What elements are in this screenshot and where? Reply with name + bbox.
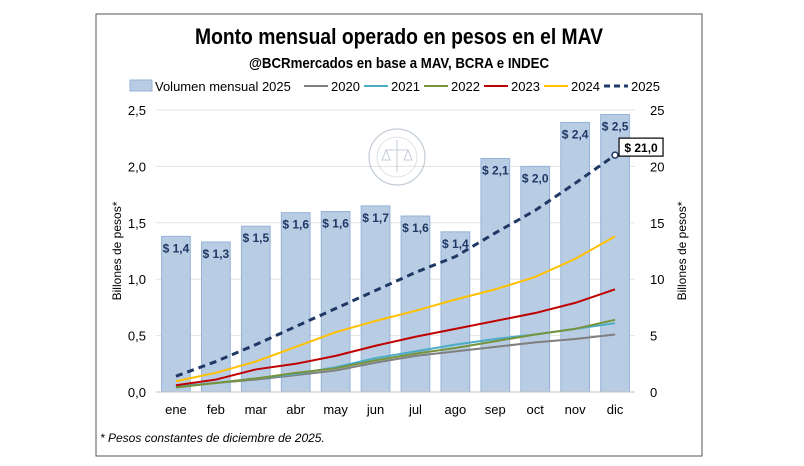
y-right-tick-label: 25 bbox=[650, 103, 664, 118]
y-axis-left-label: Billones de pesos* bbox=[110, 201, 124, 300]
endpoint-marker bbox=[611, 151, 619, 159]
bar-data-label: $ 1,6 bbox=[282, 218, 309, 232]
bar-may bbox=[320, 211, 351, 393]
y-right-tick-label: 10 bbox=[650, 272, 664, 287]
legend-label: 2021 bbox=[391, 79, 420, 94]
footnote: * Pesos constantes de diciembre de 2025. bbox=[100, 431, 325, 445]
y-left-tick-label: 0,5 bbox=[128, 329, 146, 344]
axes: 0,0 0,5 1,0 1,5 2,0 2,5 0 5 10 15 20 25 ene feb mar abr… bbox=[128, 103, 665, 417]
legend-label: 2020 bbox=[331, 79, 360, 94]
y-right-tick-label: 5 bbox=[650, 329, 657, 344]
bar-data-label: $ 1,4 bbox=[442, 237, 469, 251]
bar-ene bbox=[161, 235, 191, 393]
bar-nov bbox=[560, 121, 590, 393]
bar-data-label: $ 1,5 bbox=[242, 231, 269, 245]
bar-data-label: $ 1,6 bbox=[402, 221, 429, 235]
x-tick-label: feb bbox=[207, 402, 225, 417]
line-series-2023 bbox=[175, 288, 616, 387]
bar-data-label: $ 2,4 bbox=[562, 127, 589, 141]
legend: Volumen mensual 2025 2020 2021 2022 2023 2024… bbox=[129, 79, 660, 94]
x-tick-label: ene bbox=[165, 402, 187, 417]
x-tick-label: jul bbox=[408, 402, 422, 417]
bar-data-label: $ 2,0 bbox=[522, 171, 549, 185]
x-tick-label: may bbox=[323, 402, 348, 417]
bar-data-label: $ 2,5 bbox=[602, 120, 629, 134]
x-tick-label: abr bbox=[286, 402, 305, 417]
bar-data-label: $ 1,7 bbox=[362, 211, 389, 225]
bar-data-label: $ 2,1 bbox=[482, 164, 509, 178]
y-axis-right-label: Billones de pesos* bbox=[675, 201, 689, 300]
x-tick-label: oct bbox=[527, 402, 545, 417]
x-tick-label: sep bbox=[485, 402, 506, 417]
lines: $ 21,0 bbox=[175, 137, 664, 389]
y-left-tick-label: 2,0 bbox=[128, 159, 146, 174]
legend-swatch-bars bbox=[129, 79, 153, 92]
line-series-2025 bbox=[175, 153, 616, 378]
bcr-seal-watermark bbox=[368, 128, 426, 186]
chart-title: Monto mensual operado en pesos en el MAV bbox=[195, 24, 603, 49]
x-tick-label: jun bbox=[366, 402, 384, 417]
y-right-tick-label: 20 bbox=[650, 159, 664, 174]
y-left-tick-label: 2,5 bbox=[128, 103, 146, 118]
line-series-2022 bbox=[175, 318, 616, 389]
x-tick-label: nov bbox=[565, 402, 586, 417]
x-tick-label: mar bbox=[245, 402, 268, 417]
bar-sep bbox=[480, 158, 511, 393]
gridlines bbox=[156, 109, 635, 337]
y-right-tick-label: 15 bbox=[650, 216, 664, 231]
legend-label: 2025 bbox=[631, 79, 660, 94]
legend-label: 2024 bbox=[571, 79, 600, 94]
legend-label: 2022 bbox=[451, 79, 480, 94]
bar-data-label: $ 1,6 bbox=[322, 217, 349, 231]
y-right-tick-label: 0 bbox=[650, 385, 657, 400]
legend-label: 2023 bbox=[511, 79, 540, 94]
bar-data-label: $ 1,4 bbox=[163, 241, 190, 255]
bar-jul bbox=[400, 215, 431, 393]
annotation-box bbox=[618, 137, 664, 157]
chart-subtitle: @BCRmercados en base a MAV, BCRA e INDEC bbox=[249, 55, 549, 72]
legend-label: Volumen mensual 2025 bbox=[155, 79, 291, 94]
line-series-2024 bbox=[175, 235, 616, 383]
bar-feb bbox=[201, 241, 231, 393]
y-left-tick-label: 1,5 bbox=[128, 216, 146, 231]
annotation-label: $ 21,0 bbox=[624, 141, 658, 155]
y-left-tick-label: 1,0 bbox=[128, 272, 146, 287]
x-tick-label: dic bbox=[607, 402, 624, 417]
x-tick-label: ago bbox=[445, 402, 467, 417]
bar-data-label: $ 1,3 bbox=[203, 247, 230, 261]
y-left-tick-label: 0,0 bbox=[128, 385, 146, 400]
